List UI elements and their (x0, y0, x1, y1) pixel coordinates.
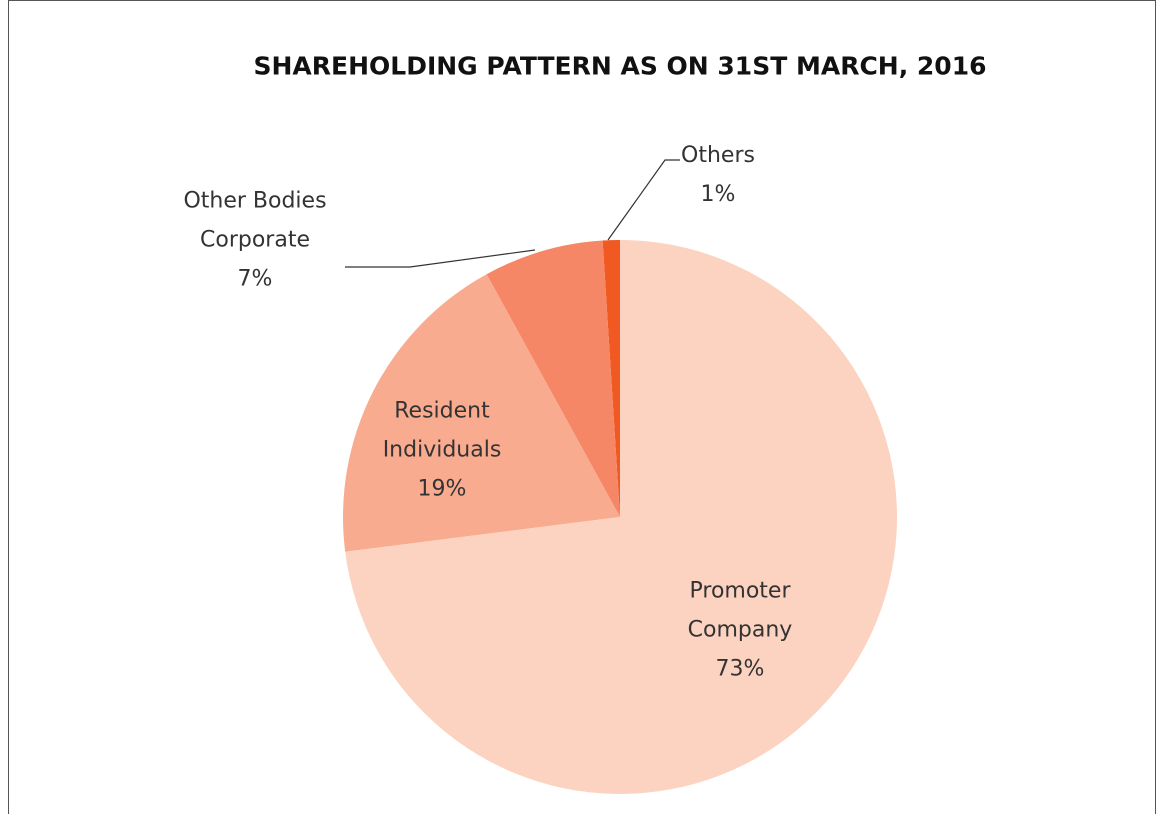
leader-line (607, 159, 680, 241)
pie-slice (602, 240, 620, 517)
leader-line (345, 249, 536, 268)
slice-label: Promoter Company 73% (665, 572, 815, 689)
pie-slice (343, 274, 620, 552)
slice-name: Resident Individuals (382, 398, 502, 463)
slice-value: 73% (715, 656, 765, 682)
slice-name: Other Bodies Corporate (183, 188, 327, 253)
slice-value: 1% (700, 182, 736, 207)
pie-slice (345, 240, 898, 794)
pie-slice (486, 240, 620, 517)
chart-title: SHAREHOLDING PATTERN AS ON 31ST MARCH, 2… (253, 51, 987, 81)
slice-label: Others 1% (658, 136, 778, 214)
slice-value: 7% (237, 266, 273, 292)
slice-label: Other Bodies Corporate 7% (155, 182, 355, 299)
slice-name: Others (681, 143, 755, 168)
slice-label: Resident Individuals 19% (367, 392, 517, 509)
slice-name: Promoter Company (687, 578, 793, 643)
chart-frame (8, 0, 1156, 814)
slice-value: 19% (417, 476, 467, 502)
